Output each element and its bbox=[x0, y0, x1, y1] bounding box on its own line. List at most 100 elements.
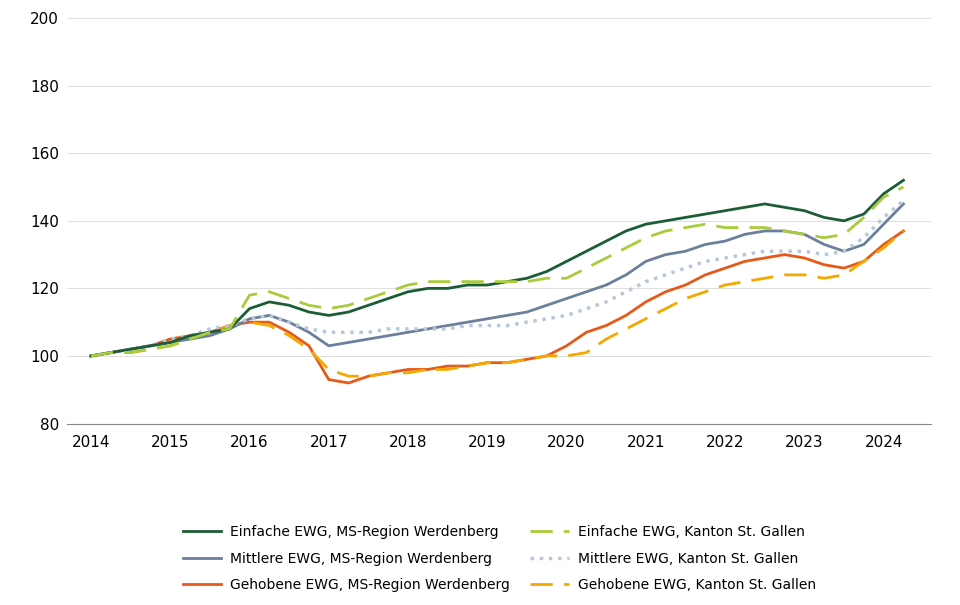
Einfache EWG, Kanton St. Gallen bbox=[363, 295, 374, 302]
Mittlere EWG, MS-Region Werdenberg bbox=[759, 227, 771, 235]
Gehobene EWG, MS-Region Werdenberg bbox=[442, 362, 453, 370]
Mittlere EWG, Kanton St. Gallen bbox=[422, 325, 434, 333]
Gehobene EWG, Kanton St. Gallen bbox=[739, 278, 751, 285]
Einfache EWG, Kanton St. Gallen bbox=[819, 234, 830, 241]
Mittlere EWG, Kanton St. Gallen bbox=[204, 325, 216, 333]
Einfache EWG, Kanton St. Gallen bbox=[541, 275, 553, 282]
Einfache EWG, MS-Region Werdenberg bbox=[303, 309, 315, 316]
Einfache EWG, MS-Region Werdenberg bbox=[877, 190, 889, 197]
Einfache EWG, Kanton St. Gallen bbox=[244, 292, 255, 299]
Einfache EWG, MS-Region Werdenberg bbox=[521, 275, 533, 282]
Einfache EWG, Kanton St. Gallen bbox=[700, 221, 711, 228]
Gehobene EWG, MS-Region Werdenberg bbox=[521, 356, 533, 363]
Gehobene EWG, Kanton St. Gallen bbox=[363, 373, 374, 380]
Gehobene EWG, MS-Region Werdenberg bbox=[819, 261, 830, 269]
Mittlere EWG, MS-Region Werdenberg bbox=[164, 339, 176, 346]
Einfache EWG, MS-Region Werdenberg bbox=[264, 298, 276, 306]
Gehobene EWG, Kanton St. Gallen bbox=[402, 369, 414, 376]
Mittlere EWG, Kanton St. Gallen bbox=[541, 315, 553, 322]
Mittlere EWG, Kanton St. Gallen bbox=[521, 318, 533, 325]
Einfache EWG, MS-Region Werdenberg bbox=[482, 281, 493, 289]
Mittlere EWG, MS-Region Werdenberg bbox=[877, 221, 889, 228]
Mittlere EWG, Kanton St. Gallen bbox=[858, 234, 870, 241]
Einfache EWG, Kanton St. Gallen bbox=[164, 342, 176, 350]
Einfache EWG, MS-Region Werdenberg bbox=[700, 211, 711, 218]
Gehobene EWG, Kanton St. Gallen bbox=[105, 349, 116, 356]
Mittlere EWG, MS-Region Werdenberg bbox=[779, 227, 790, 235]
Mittlere EWG, Kanton St. Gallen bbox=[323, 329, 334, 336]
Mittlere EWG, Kanton St. Gallen bbox=[442, 325, 453, 333]
Gehobene EWG, Kanton St. Gallen bbox=[561, 352, 572, 359]
Einfache EWG, Kanton St. Gallen bbox=[600, 254, 612, 261]
Gehobene EWG, MS-Region Werdenberg bbox=[898, 227, 909, 235]
Gehobene EWG, Kanton St. Gallen bbox=[303, 345, 315, 353]
Einfache EWG, MS-Region Werdenberg bbox=[402, 288, 414, 295]
Gehobene EWG, Kanton St. Gallen bbox=[877, 244, 889, 252]
Einfache EWG, Kanton St. Gallen bbox=[640, 234, 652, 241]
Gehobene EWG, Kanton St. Gallen bbox=[759, 275, 771, 282]
Line: Einfache EWG, Kanton St. Gallen: Einfache EWG, Kanton St. Gallen bbox=[91, 187, 903, 356]
Gehobene EWG, MS-Region Werdenberg bbox=[660, 288, 671, 295]
Einfache EWG, Kanton St. Gallen bbox=[343, 302, 354, 309]
Gehobene EWG, Kanton St. Gallen bbox=[600, 335, 612, 342]
Mittlere EWG, MS-Region Werdenberg bbox=[561, 295, 572, 302]
Einfache EWG, MS-Region Werdenberg bbox=[145, 342, 156, 350]
Einfache EWG, MS-Region Werdenberg bbox=[363, 302, 374, 309]
Gehobene EWG, MS-Region Werdenberg bbox=[323, 376, 334, 383]
Einfache EWG, Kanton St. Gallen bbox=[303, 302, 315, 309]
Einfache EWG, MS-Region Werdenberg bbox=[898, 177, 909, 184]
Mittlere EWG, MS-Region Werdenberg bbox=[799, 231, 810, 238]
Mittlere EWG, MS-Region Werdenberg bbox=[600, 281, 612, 289]
Mittlere EWG, Kanton St. Gallen bbox=[244, 315, 255, 322]
Mittlere EWG, Kanton St. Gallen bbox=[620, 288, 632, 295]
Einfache EWG, Kanton St. Gallen bbox=[898, 183, 909, 191]
Mittlere EWG, MS-Region Werdenberg bbox=[898, 200, 909, 208]
Einfache EWG, MS-Region Werdenberg bbox=[244, 305, 255, 312]
Einfache EWG, MS-Region Werdenberg bbox=[600, 237, 612, 244]
Mittlere EWG, MS-Region Werdenberg bbox=[244, 315, 255, 322]
Mittlere EWG, MS-Region Werdenberg bbox=[581, 288, 592, 295]
Gehobene EWG, Kanton St. Gallen bbox=[343, 373, 354, 380]
Gehobene EWG, Kanton St. Gallen bbox=[283, 332, 295, 339]
Einfache EWG, Kanton St. Gallen bbox=[422, 278, 434, 285]
Line: Gehobene EWG, MS-Region Werdenberg: Gehobene EWG, MS-Region Werdenberg bbox=[91, 231, 903, 383]
Mittlere EWG, Kanton St. Gallen bbox=[680, 264, 691, 272]
Gehobene EWG, Kanton St. Gallen bbox=[858, 258, 870, 265]
Einfache EWG, Kanton St. Gallen bbox=[719, 224, 731, 231]
Gehobene EWG, Kanton St. Gallen bbox=[204, 329, 216, 336]
Einfache EWG, Kanton St. Gallen bbox=[779, 227, 790, 235]
Gehobene EWG, Kanton St. Gallen bbox=[442, 366, 453, 373]
Einfache EWG, MS-Region Werdenberg bbox=[739, 204, 751, 211]
Gehobene EWG, MS-Region Werdenberg bbox=[224, 322, 235, 329]
Mittlere EWG, MS-Region Werdenberg bbox=[184, 335, 196, 342]
Einfache EWG, MS-Region Werdenberg bbox=[561, 258, 572, 265]
Einfache EWG, MS-Region Werdenberg bbox=[125, 345, 136, 353]
Gehobene EWG, MS-Region Werdenberg bbox=[561, 342, 572, 350]
Einfache EWG, Kanton St. Gallen bbox=[858, 214, 870, 221]
Gehobene EWG, MS-Region Werdenberg bbox=[164, 335, 176, 342]
Gehobene EWG, Kanton St. Gallen bbox=[581, 349, 592, 356]
Gehobene EWG, Kanton St. Gallen bbox=[224, 322, 235, 329]
Gehobene EWG, Kanton St. Gallen bbox=[779, 271, 790, 278]
Mittlere EWG, MS-Region Werdenberg bbox=[125, 345, 136, 353]
Mittlere EWG, MS-Region Werdenberg bbox=[105, 349, 116, 356]
Mittlere EWG, Kanton St. Gallen bbox=[700, 258, 711, 265]
Gehobene EWG, MS-Region Werdenberg bbox=[145, 342, 156, 350]
Gehobene EWG, MS-Region Werdenberg bbox=[739, 258, 751, 265]
Gehobene EWG, Kanton St. Gallen bbox=[323, 366, 334, 373]
Einfache EWG, MS-Region Werdenberg bbox=[105, 349, 116, 356]
Gehobene EWG, Kanton St. Gallen bbox=[819, 275, 830, 282]
Einfache EWG, Kanton St. Gallen bbox=[105, 349, 116, 356]
Gehobene EWG, MS-Region Werdenberg bbox=[700, 271, 711, 278]
Einfache EWG, MS-Region Werdenberg bbox=[442, 285, 453, 292]
Einfache EWG, MS-Region Werdenberg bbox=[501, 278, 513, 285]
Mittlere EWG, Kanton St. Gallen bbox=[125, 345, 136, 353]
Mittlere EWG, MS-Region Werdenberg bbox=[343, 339, 354, 346]
Gehobene EWG, Kanton St. Gallen bbox=[501, 359, 513, 366]
Mittlere EWG, Kanton St. Gallen bbox=[303, 325, 315, 333]
Mittlere EWG, Kanton St. Gallen bbox=[501, 322, 513, 329]
Gehobene EWG, MS-Region Werdenberg bbox=[759, 254, 771, 261]
Mittlere EWG, MS-Region Werdenberg bbox=[482, 315, 493, 322]
Einfache EWG, MS-Region Werdenberg bbox=[283, 302, 295, 309]
Mittlere EWG, Kanton St. Gallen bbox=[640, 278, 652, 285]
